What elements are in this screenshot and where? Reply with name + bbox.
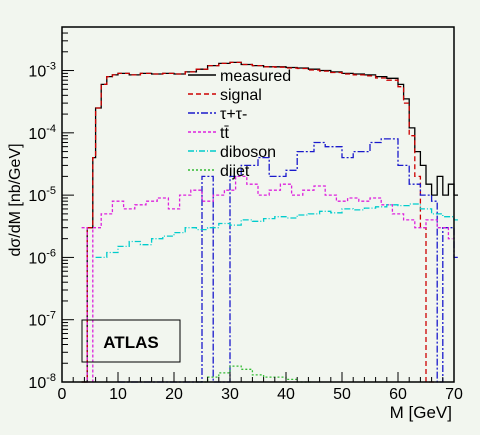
x-tick-label: 30: [221, 386, 239, 403]
series-line-2: [118, 138, 458, 383]
x-tick-label: 70: [445, 386, 463, 403]
x-tick-label: 40: [277, 386, 295, 403]
legend-label: diboson: [220, 144, 276, 161]
x-tick-label: 50: [333, 386, 351, 403]
atlas-label: ATLAS: [103, 333, 158, 352]
legend-label: measured: [220, 68, 291, 85]
x-tick-label: 60: [389, 386, 407, 403]
series-line-3: [81, 175, 453, 383]
atlas-label-box: ATLAS: [81, 319, 181, 363]
y-tick-label: 10-6: [28, 247, 56, 267]
y-tick-label: 10-7: [28, 310, 56, 330]
series-line-4: [95, 203, 458, 259]
legend-label: signal: [220, 87, 262, 104]
series-line-1: [81, 61, 436, 383]
ticks-layer: 0 10 20 30 40 50 60 70 10-8 10-7 10-6 10-5 10-4 10-3: [28, 26, 463, 403]
x-axis-label: M [GeV]: [390, 403, 452, 422]
y-tick-label: 10-3: [28, 61, 56, 81]
y-axis-label: dσ/dM [nb/GeV]: [7, 143, 24, 256]
y-tick-label: 10-4: [28, 123, 56, 143]
series-layer: [81, 61, 458, 383]
legend: measured signal τ+τ-tt̄ diboson dijet: [188, 68, 291, 180]
legend-label: τ+τ-: [220, 106, 247, 123]
legend-label: dijet: [220, 163, 250, 180]
series-line-5: [196, 365, 313, 383]
x-tick-label: 20: [165, 386, 183, 403]
y-tick-label: 10-8: [28, 372, 56, 392]
x-tick-label: 0: [58, 386, 67, 403]
legend-label: tt̄: [220, 125, 229, 142]
x-tick-label: 10: [109, 386, 127, 403]
y-tick-label: 10-5: [28, 185, 56, 205]
